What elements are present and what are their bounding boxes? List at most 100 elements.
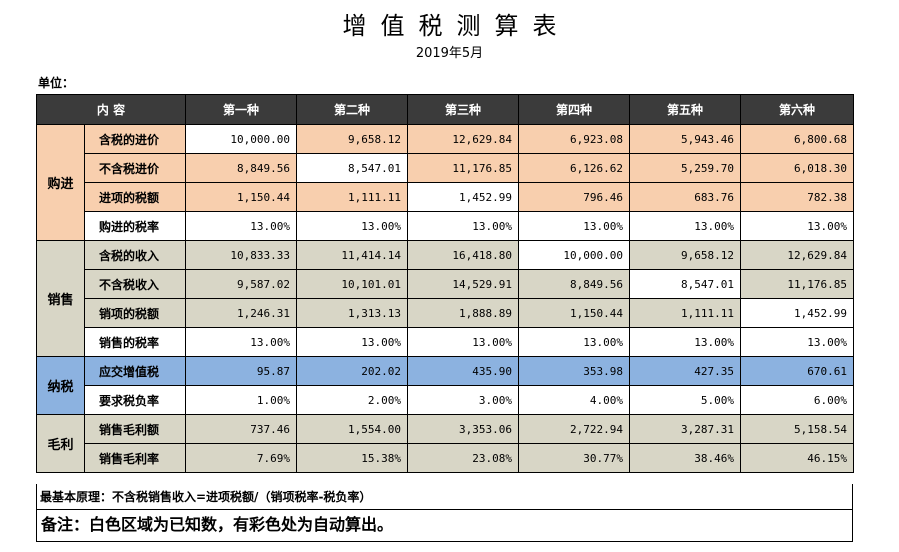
row-label: 不含税进价 (84, 153, 186, 183)
value-cell[interactable]: 30.77% (518, 443, 630, 473)
value-cell[interactable]: 12,629.84 (407, 124, 519, 154)
value-cell[interactable]: 13.00% (740, 211, 854, 241)
value-cell[interactable]: 9,587.02 (185, 269, 297, 299)
value-cell[interactable]: 1,313.13 (296, 298, 408, 328)
principle-note: 最基本原理：不含税销售收入=进项税额/（销项税率-税负率） (36, 484, 853, 510)
value-cell[interactable]: 7.69% (185, 443, 297, 473)
value-cell[interactable]: 46.15% (740, 443, 854, 473)
table-row: 购进的税率 13.00% 13.00% 13.00% 13.00% 13.00% 13.00… (37, 211, 854, 241)
value-cell[interactable]: 1,150.44 (185, 182, 297, 212)
row-label: 销售的税率 (84, 327, 186, 357)
value-cell[interactable]: 737.46 (185, 414, 297, 444)
page-title: 增值税测算表 (342, 12, 571, 40)
header-col-5: 第五种 (629, 94, 741, 125)
header-col-1: 第一种 (185, 94, 297, 125)
value-cell[interactable]: 95.87 (185, 356, 297, 386)
value-cell[interactable]: 13.00% (185, 211, 297, 241)
value-cell[interactable]: 3,353.06 (407, 414, 519, 444)
value-cell[interactable]: 5,259.70 (629, 153, 741, 183)
value-cell[interactable]: 10,101.01 (296, 269, 408, 299)
value-cell[interactable]: 435.90 (407, 356, 519, 386)
value-cell[interactable]: 13.00% (518, 211, 630, 241)
value-cell[interactable]: 3.00% (407, 385, 519, 415)
value-cell[interactable]: 6,018.30 (740, 153, 854, 183)
value-cell[interactable]: 9,658.12 (296, 124, 408, 154)
table-row: 销售毛利率 7.69% 15.38% 23.08% 30.77% 38.46% 46.15% (37, 443, 854, 473)
value-cell[interactable]: 1,111.11 (629, 298, 741, 328)
value-cell[interactable]: 6,800.68 (740, 124, 854, 154)
value-cell[interactable]: 10,000.00 (185, 124, 297, 154)
value-cell[interactable]: 3,287.31 (629, 414, 741, 444)
value-cell[interactable]: 14,529.91 (407, 269, 519, 299)
table-row: 购进 含税的进价 10,000.00 9,658.12 12,629.84 6,923.0… (36, 124, 854, 241)
row-label: 应交增值税 (84, 356, 186, 386)
value-cell[interactable]: 782.38 (740, 182, 854, 212)
value-cell[interactable]: 5,158.54 (740, 414, 854, 444)
table-row: 进项的税额 1,150.44 1,111.11 1,452.99 796.46 683.7… (37, 182, 854, 212)
value-cell[interactable]: 13.00% (407, 211, 519, 241)
value-cell[interactable]: 5.00% (629, 385, 741, 415)
value-cell[interactable]: 2,722.94 (518, 414, 630, 444)
header-col-2: 第二种 (296, 94, 408, 125)
report-date: 2019年5月 (415, 46, 484, 61)
row-label: 含税的进价 (84, 124, 186, 154)
header-content: 内 容 (36, 94, 186, 125)
value-cell[interactable]: 8,849.56 (185, 153, 297, 183)
value-cell[interactable]: 1,150.44 (518, 298, 630, 328)
value-cell[interactable]: 2.00% (296, 385, 408, 415)
value-cell[interactable]: 12,629.84 (740, 240, 854, 270)
value-cell[interactable]: 8,849.56 (518, 269, 630, 299)
value-cell[interactable]: 9,658.12 (629, 240, 741, 270)
value-cell[interactable]: 13.00% (629, 327, 741, 357)
value-cell[interactable]: 683.76 (629, 182, 741, 212)
value-cell[interactable]: 11,176.85 (407, 153, 519, 183)
value-cell[interactable]: 5,943.46 (629, 124, 741, 154)
value-cell[interactable]: 13.00% (518, 327, 630, 357)
value-cell[interactable]: 353.98 (518, 356, 630, 386)
row-label: 要求税负率 (84, 385, 186, 415)
value-cell[interactable]: 13.00% (629, 211, 741, 241)
value-cell[interactable]: 16,418.80 (407, 240, 519, 270)
header-col-4: 第四种 (518, 94, 630, 125)
value-cell[interactable]: 10,833.33 (185, 240, 297, 270)
value-cell[interactable]: 13.00% (185, 327, 297, 357)
value-cell[interactable]: 6,923.08 (518, 124, 630, 154)
value-cell[interactable]: 1,888.89 (407, 298, 519, 328)
value-cell[interactable]: 6,126.62 (518, 153, 630, 183)
value-cell[interactable]: 38.46% (629, 443, 741, 473)
value-cell[interactable]: 11,176.85 (740, 269, 854, 299)
value-cell[interactable]: 13.00% (296, 211, 408, 241)
value-cell[interactable]: 8,547.01 (629, 269, 741, 299)
value-cell[interactable]: 6.00% (740, 385, 854, 415)
value-cell[interactable]: 4.00% (518, 385, 630, 415)
value-cell[interactable]: 1,246.31 (185, 298, 297, 328)
value-cell[interactable]: 11,414.14 (296, 240, 408, 270)
value-cell[interactable]: 1,452.99 (740, 298, 854, 328)
value-cell[interactable]: 1,554.00 (296, 414, 408, 444)
remark-note: 备注：白色区域为已知数，有彩色处为自动算出。 (36, 510, 853, 542)
row-label: 进项的税额 (84, 182, 186, 212)
header-col-3: 第三种 (407, 94, 519, 125)
value-cell[interactable]: 1,452.99 (407, 182, 519, 212)
table-row: 不含税收入 9,587.02 10,101.01 14,529.91 8,849.56 8… (37, 269, 854, 299)
value-cell[interactable]: 796.46 (518, 182, 630, 212)
value-cell[interactable]: 1,111.11 (296, 182, 408, 212)
table-row: 销售的税率 13.00% 13.00% 13.00% 13.00% 13.00% 13.00… (37, 327, 854, 357)
row-label: 销项的税额 (84, 298, 186, 328)
value-cell[interactable]: 8,547.01 (296, 153, 408, 183)
value-cell[interactable]: 1.00% (185, 385, 297, 415)
value-cell[interactable]: 10,000.00 (518, 240, 630, 270)
value-cell[interactable]: 15.38% (296, 443, 408, 473)
value-cell[interactable]: 13.00% (740, 327, 854, 357)
table-body: 购进 含税的进价 10,000.00 9,658.12 12,629.84 6,923.0… (36, 124, 854, 473)
value-cell[interactable]: 427.35 (629, 356, 741, 386)
group-label: 销售 (36, 240, 85, 357)
row-label: 不含税收入 (84, 269, 186, 299)
group-label: 毛利 (36, 414, 85, 473)
value-cell[interactable]: 13.00% (296, 327, 408, 357)
value-cell[interactable]: 23.08% (407, 443, 519, 473)
value-cell[interactable]: 13.00% (407, 327, 519, 357)
group-label: 纳税 (36, 356, 85, 415)
value-cell[interactable]: 670.61 (740, 356, 854, 386)
value-cell[interactable]: 202.02 (296, 356, 408, 386)
